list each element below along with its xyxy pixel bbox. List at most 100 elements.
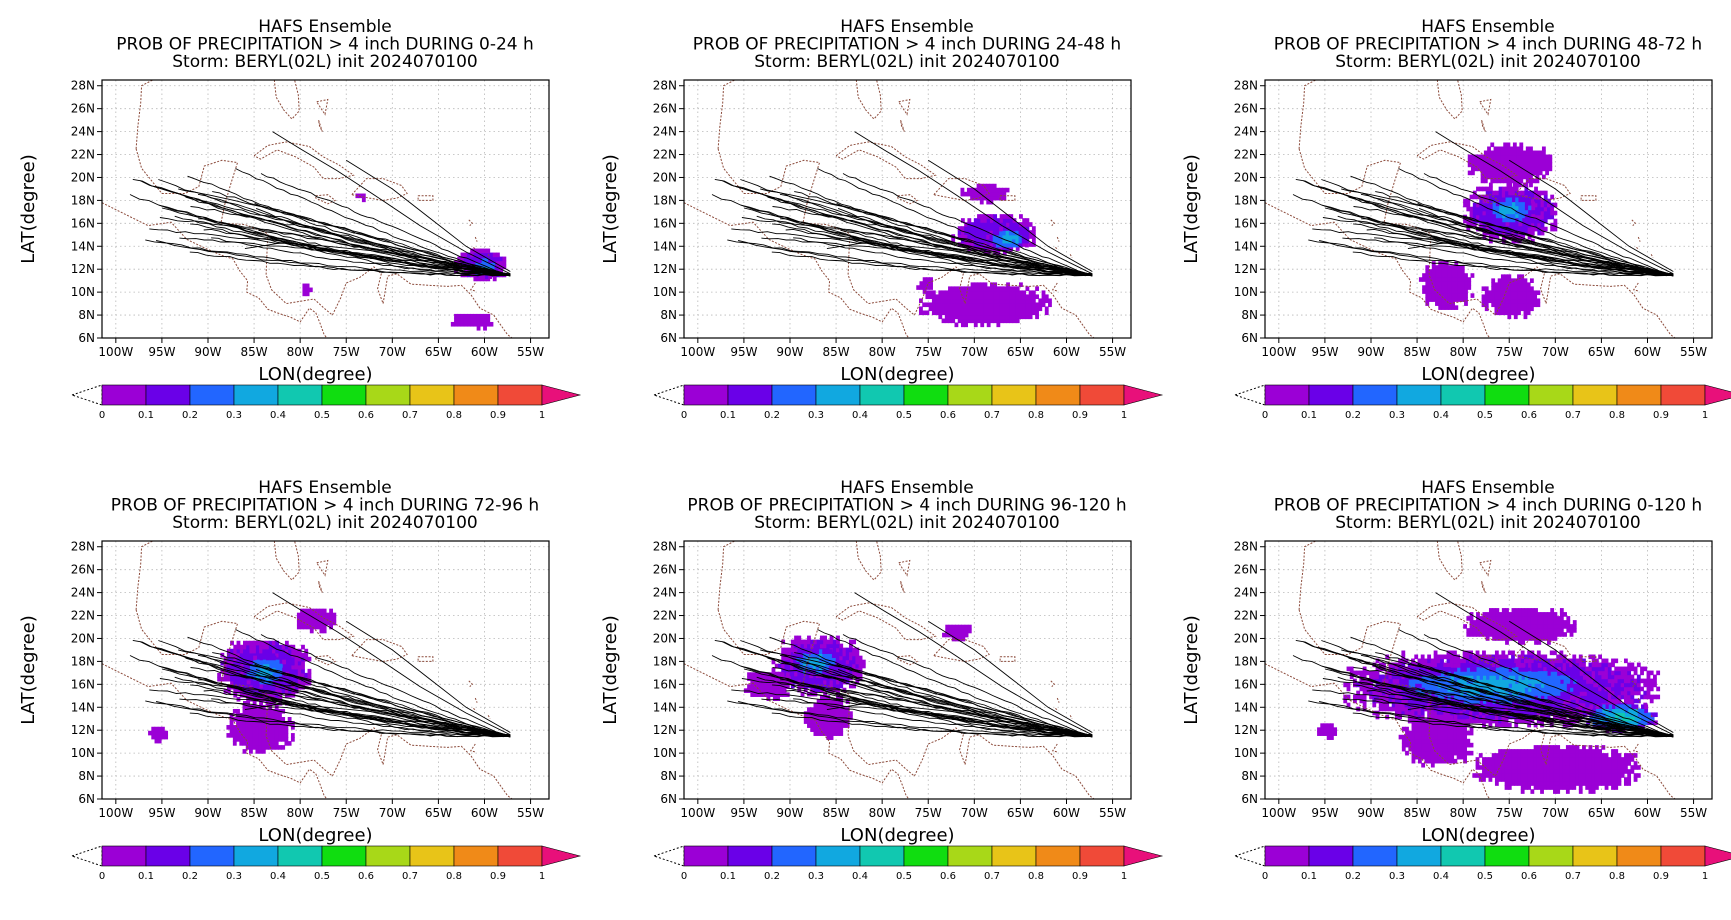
precip-cell <box>1505 186 1509 192</box>
precip-cell <box>1488 706 1493 712</box>
precip-cell <box>1538 154 1543 160</box>
precip-cell <box>823 643 827 649</box>
coastline-7 <box>855 541 882 581</box>
precip-cell <box>1572 698 1577 704</box>
precip-cell <box>964 226 969 231</box>
precip-cell <box>839 643 844 649</box>
precip-cell <box>1534 218 1538 224</box>
precip-cell <box>1502 209 1507 215</box>
precip-cell <box>271 733 276 738</box>
coastline-14 <box>1069 254 1073 258</box>
precip-cell <box>1530 718 1535 724</box>
precip-cell <box>1343 698 1348 704</box>
precip-cell <box>1530 710 1535 716</box>
precip-cell <box>1443 710 1448 716</box>
precip-cell <box>1446 650 1451 656</box>
precip-cell <box>1015 318 1020 324</box>
coastline-1 <box>1265 202 1491 338</box>
precip-cell <box>454 321 458 327</box>
precip-cell <box>1507 294 1512 300</box>
precip-cell <box>284 680 289 686</box>
colorbar-box-0 <box>101 845 147 867</box>
precip-cell <box>1604 690 1609 696</box>
precip-cell <box>1520 290 1525 296</box>
precip-cell <box>1529 154 1533 160</box>
precip-cell <box>294 668 299 674</box>
precip-cell <box>785 672 790 677</box>
precip-cell <box>1531 209 1536 215</box>
precip-cell <box>973 282 978 287</box>
colorbar-box-8 <box>1035 845 1081 867</box>
precip-cell <box>1006 314 1010 320</box>
precip-cell <box>246 648 251 654</box>
precip-cell <box>1500 278 1505 283</box>
x-tick-label: 55W <box>517 806 544 820</box>
precip-cell <box>836 635 840 641</box>
precip-cell <box>958 636 963 642</box>
precip-cell <box>1369 690 1373 696</box>
precip-cell <box>1447 289 1452 294</box>
precip-cell <box>1529 162 1533 168</box>
precip-cell <box>781 647 786 653</box>
precip-cell <box>1041 302 1046 308</box>
precip-cell <box>1449 654 1454 660</box>
precip-cell <box>1435 281 1439 286</box>
precip-cell <box>322 628 327 634</box>
precip-cell <box>810 643 815 649</box>
precip-cell <box>249 696 254 702</box>
precip-cell <box>1482 234 1487 240</box>
precip-cell <box>255 652 260 658</box>
precip-cell <box>1417 714 1422 720</box>
coastline-16 <box>469 743 476 753</box>
plot-area <box>102 541 549 799</box>
precip-cell <box>976 191 981 197</box>
precip-cell <box>973 246 978 251</box>
precip-cell <box>1598 654 1603 660</box>
precip-cell <box>1504 286 1508 292</box>
precip-cell <box>815 661 820 667</box>
colorbar-box-8 <box>453 845 499 867</box>
precip-cell <box>1543 666 1548 672</box>
colorbar-tick-label: 0.2 <box>182 871 198 882</box>
precip-cell <box>989 310 994 316</box>
precip-cell <box>1488 190 1493 196</box>
precip-cell <box>973 230 978 235</box>
precip-cell <box>463 313 468 319</box>
precip-cell <box>1447 269 1452 274</box>
precip-cell <box>246 656 251 662</box>
precip-cell <box>1459 714 1464 720</box>
precip-cell <box>1028 222 1033 227</box>
coastline-9 <box>898 559 911 577</box>
precip-cell <box>1569 702 1573 708</box>
colorbar-tick-label: 0 <box>681 871 687 882</box>
precip-cell <box>996 286 1001 292</box>
precip-cell <box>839 651 844 657</box>
precip-cell <box>1411 666 1415 672</box>
precip-cell <box>858 671 863 677</box>
precip-cell <box>236 713 240 718</box>
precip-cell <box>992 242 997 248</box>
precip-cell <box>252 692 257 698</box>
coastline-2 <box>135 609 513 799</box>
coastline-4 <box>1514 178 1571 201</box>
precip-cell <box>986 238 991 243</box>
precip-cell <box>1481 294 1486 300</box>
precip-cell <box>306 620 311 626</box>
precip-cell <box>1534 194 1538 200</box>
precip-cell <box>803 643 808 649</box>
precip-cell <box>281 656 286 662</box>
colorbar-over-arrow <box>1704 384 1731 406</box>
precip-cell <box>1569 698 1573 704</box>
panel-title-line-3: Storm: BERYL(02L) init 2024070100 <box>1335 52 1640 72</box>
precip-cell <box>999 310 1004 316</box>
ensemble-track-32 <box>927 159 1093 272</box>
precip-cell <box>845 655 850 661</box>
precip-cell <box>274 729 279 734</box>
ensemble-track-7 <box>1401 227 1674 277</box>
precip-cell <box>1527 194 1532 200</box>
precip-cell <box>829 699 834 704</box>
precip-cell <box>278 737 282 742</box>
precip-cell <box>486 321 491 327</box>
y-tick-label: 12N <box>71 262 95 276</box>
precip-cell <box>1494 294 1499 300</box>
